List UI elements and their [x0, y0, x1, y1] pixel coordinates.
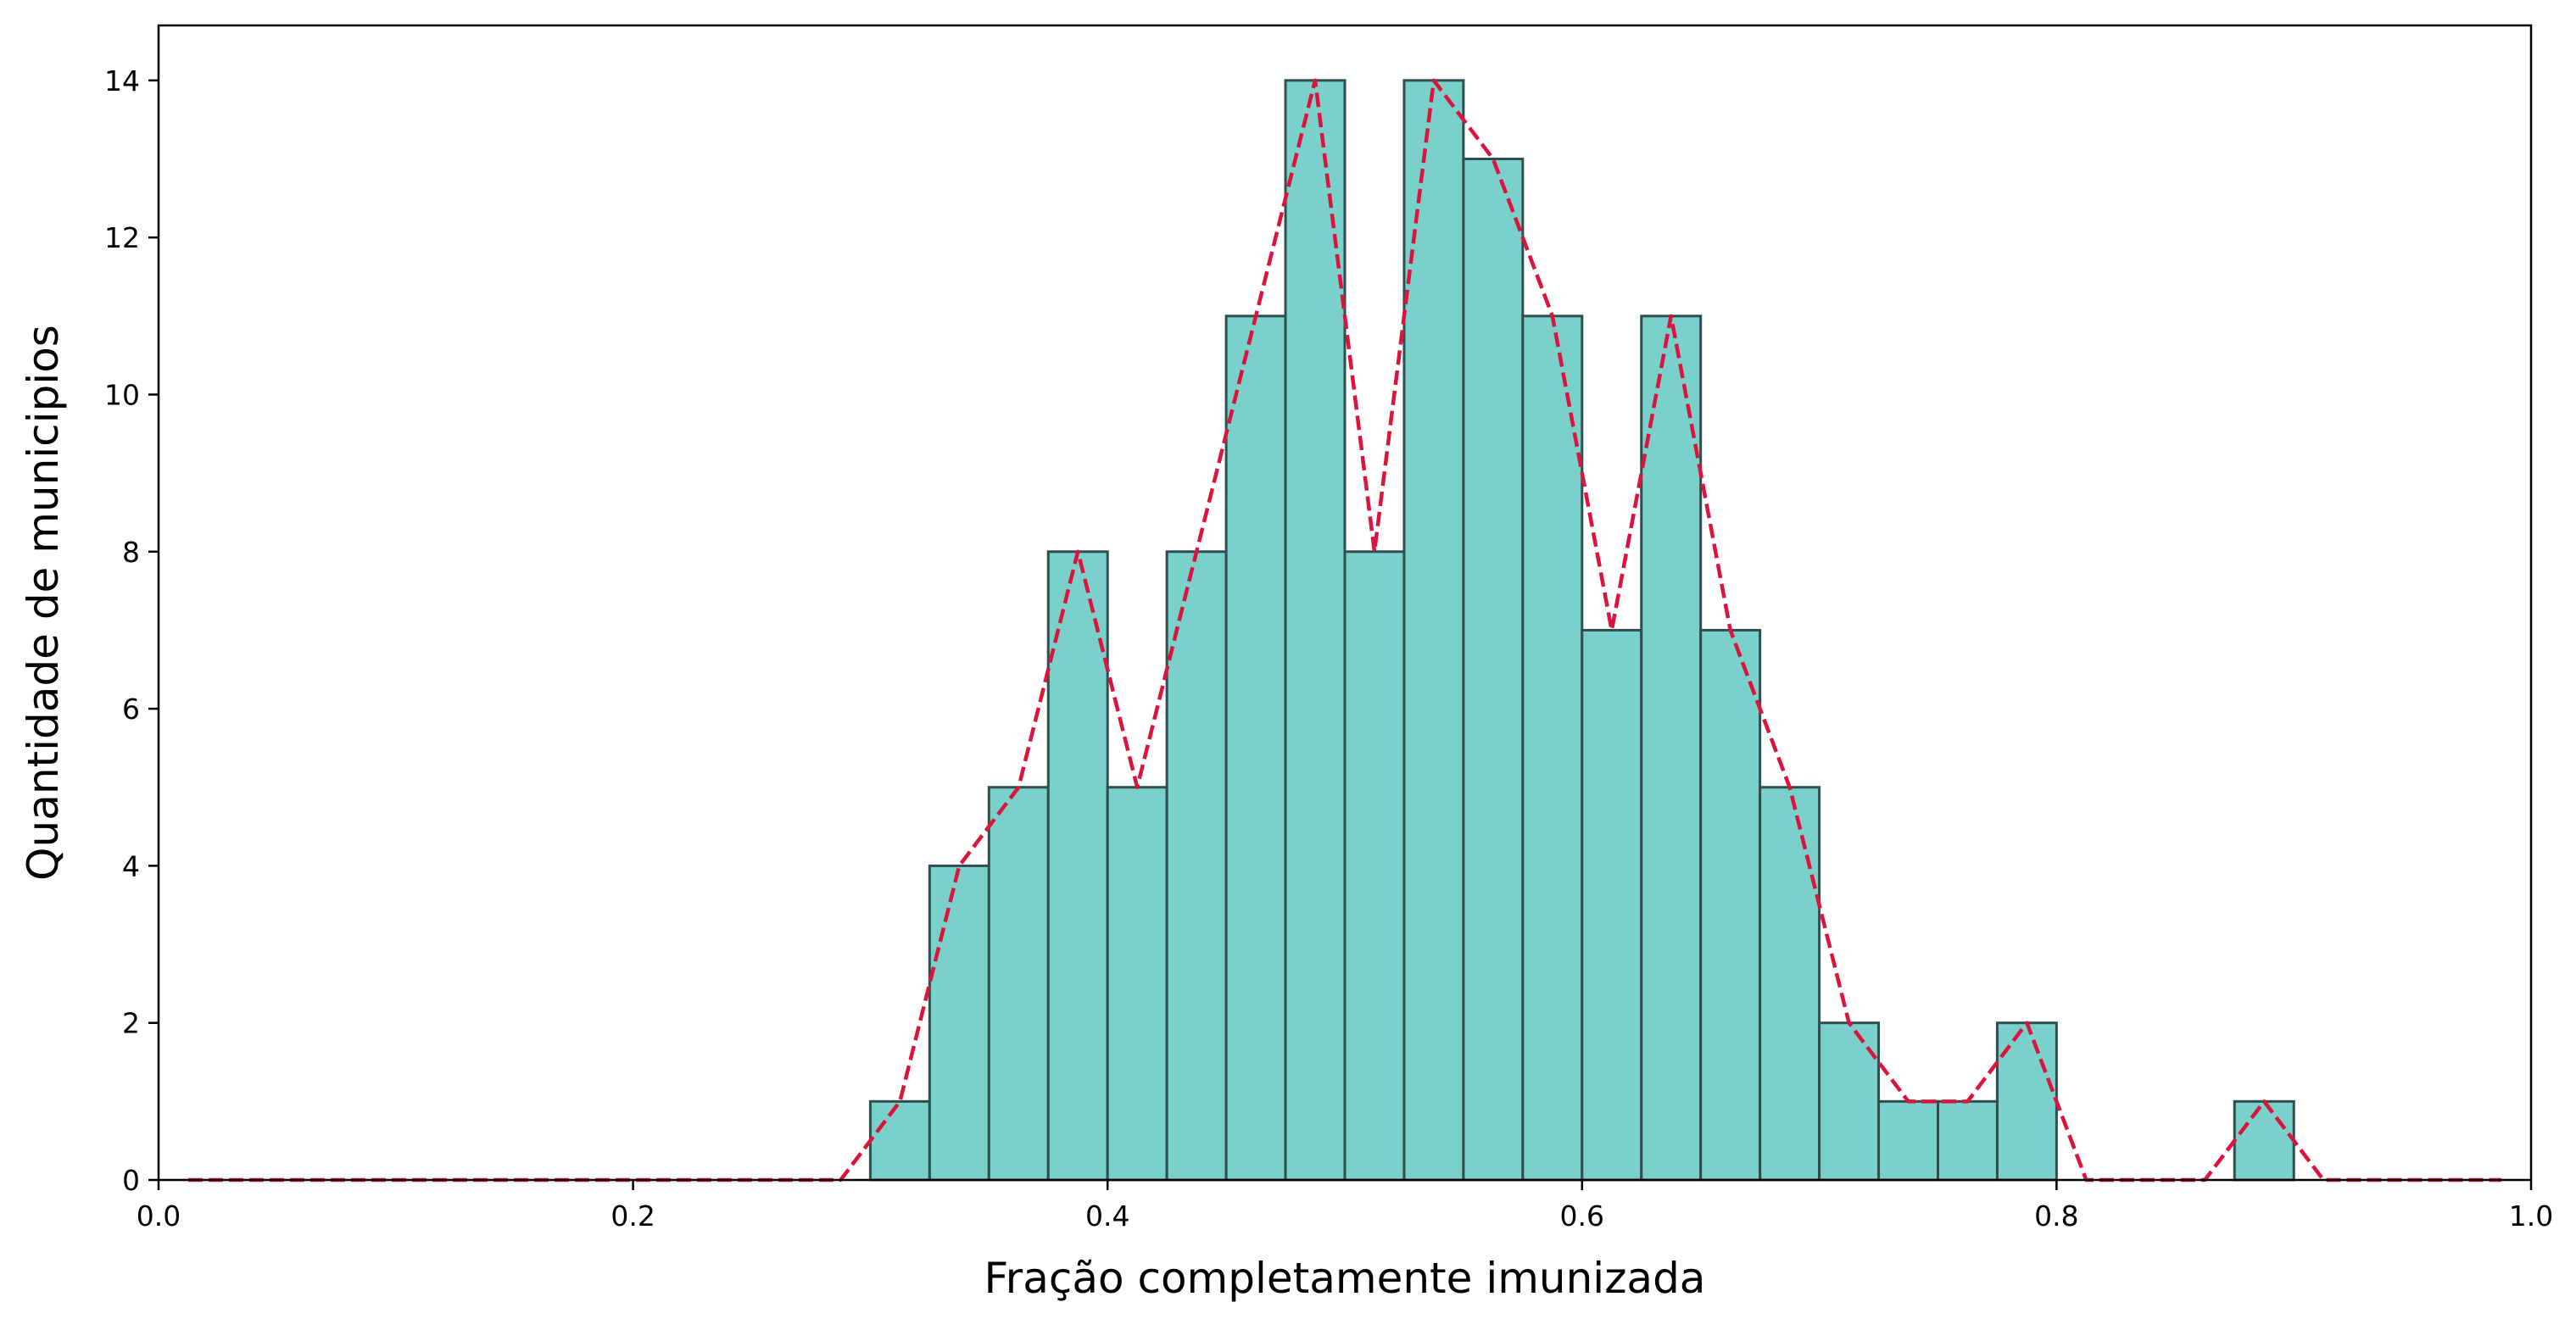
y-tick-label: 14 [104, 64, 140, 97]
y-tick-label: 12 [104, 221, 140, 254]
x-tick-label: 0.8 [2034, 1199, 2078, 1233]
histogram-bar [1937, 1099, 1999, 1182]
histogram-bar [1402, 79, 1465, 1182]
x-axis-ticks: 0.0 0.2 0.4 0.6 0.8 1.0 [137, 1180, 2553, 1233]
histogram-bar [1462, 158, 1525, 1182]
histogram-bar [1640, 314, 1703, 1182]
histogram-bar [1521, 314, 1584, 1182]
histogram-bar [2233, 1099, 2295, 1182]
histogram-bar [1106, 786, 1168, 1182]
y-tick-label: 4 [122, 849, 140, 882]
histogram-bar [1284, 79, 1347, 1182]
histogram-bar [928, 864, 990, 1182]
x-axis-title: Fração completamente imunizada [984, 1254, 1706, 1303]
histogram-bar [1165, 550, 1228, 1182]
histogram-bar [987, 786, 1050, 1182]
histogram-bar [1581, 628, 1643, 1182]
histogram-bar [1224, 314, 1287, 1182]
histogram-bar [1699, 628, 1762, 1182]
histogram-bar [1818, 1021, 1881, 1182]
histogram-bar [1343, 550, 1406, 1182]
plot-frame [157, 24, 2533, 1182]
histogram-bar [1995, 1021, 2058, 1182]
histogram-bar [1877, 1099, 1940, 1182]
x-tick-label: 0.6 [1560, 1199, 1604, 1233]
y-tick-label: 0 [122, 1164, 140, 1197]
y-axis-ticks: 0 2 4 6 8 10 12 14 [104, 64, 159, 1197]
frequency-polygon-line [187, 78, 2502, 1183]
y-tick-label: 8 [122, 536, 140, 569]
histogram-bar [868, 1099, 931, 1182]
x-tick-label: 0.2 [611, 1199, 655, 1233]
x-tick-label: 0.0 [137, 1199, 181, 1233]
y-tick-label: 10 [104, 378, 140, 411]
x-tick-label: 0.4 [1085, 1199, 1129, 1233]
y-tick-label: 2 [122, 1007, 140, 1040]
y-axis-title: Quantidade de municipios [19, 325, 68, 881]
x-tick-label: 1.0 [2509, 1199, 2553, 1233]
bars-group [868, 79, 2295, 1182]
histogram-bar [1759, 786, 1821, 1182]
y-tick-label: 6 [122, 693, 140, 726]
histogram-bar [1046, 550, 1109, 1182]
